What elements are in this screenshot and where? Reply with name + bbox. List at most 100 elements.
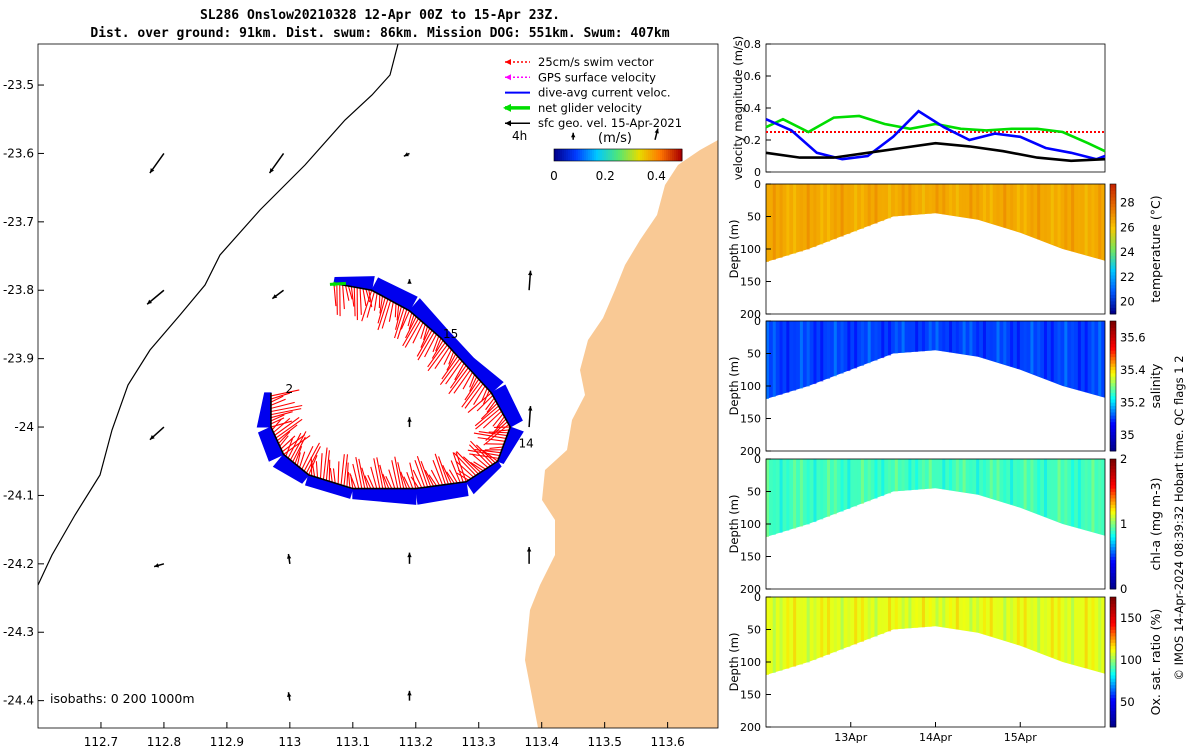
swim-vector xyxy=(370,466,378,489)
colorbar-cell xyxy=(604,149,607,161)
section-colorbar-cell xyxy=(1110,376,1116,380)
section-colorbar-cell xyxy=(1110,681,1116,686)
section-colorbar-cell xyxy=(1110,232,1116,237)
section-data-column xyxy=(1043,459,1047,517)
swim-vector xyxy=(455,460,474,478)
swim-vector xyxy=(367,474,375,489)
section-data-column xyxy=(942,321,946,352)
section-data-column xyxy=(982,184,986,222)
geostrophic-vector-head xyxy=(154,563,160,568)
section-data-column xyxy=(969,321,973,356)
section-colorbar-tick-label: 35.6 xyxy=(1120,330,1146,344)
map-y-tick-label: -24.4 xyxy=(3,694,34,708)
section-data-column xyxy=(860,459,864,504)
section-data-column xyxy=(1010,459,1014,505)
section-colorbar-cell xyxy=(1110,444,1116,449)
geostrophic-vector-head xyxy=(528,270,533,276)
section-data-column xyxy=(1077,597,1081,667)
swim-vector xyxy=(416,455,429,488)
section-data-column xyxy=(840,597,844,650)
colorbar-cell xyxy=(672,149,675,161)
colorbar-tick-label: 0.2 xyxy=(596,169,615,183)
swim-vector xyxy=(382,473,390,489)
section-colorbar-cell xyxy=(1110,468,1116,473)
section-data-column xyxy=(962,597,966,631)
section-data-column xyxy=(813,597,817,661)
swim-vector xyxy=(281,434,306,453)
colorbar-cell xyxy=(580,149,583,161)
section-data-column xyxy=(1016,321,1020,369)
section-data-column xyxy=(874,184,878,224)
section-data-column xyxy=(840,184,844,237)
swim-vector xyxy=(455,452,467,482)
section-data-column xyxy=(1030,459,1034,512)
swim-vector xyxy=(333,283,337,307)
section-colorbar-cell xyxy=(1110,245,1116,250)
section-data-column xyxy=(867,321,871,364)
section-data-column xyxy=(1016,597,1020,645)
section-data-column xyxy=(888,597,892,632)
section-colorbar-cell xyxy=(1110,184,1116,188)
section-y-tick-label: 200 xyxy=(740,583,761,596)
legend-label: GPS surface velocity xyxy=(538,70,656,84)
colorbar-cell xyxy=(670,149,673,161)
section-data-column xyxy=(1043,184,1047,242)
section-colorbar-cell xyxy=(1110,619,1116,624)
section-y-label: Depth (m) xyxy=(727,495,741,554)
current-band xyxy=(256,276,524,505)
section-data-column xyxy=(827,459,831,517)
section-data-column xyxy=(779,459,783,533)
section-colorbar-cell xyxy=(1110,563,1116,567)
colorbar-cell xyxy=(570,149,573,161)
map-x-tick-label: 113 xyxy=(278,735,301,749)
colorbar-cell xyxy=(576,149,579,161)
section-colorbar-cell xyxy=(1110,603,1116,608)
section-data-column xyxy=(1057,597,1061,661)
colorbar-cell xyxy=(624,149,627,161)
section-x-tick-label: 15Apr xyxy=(1004,731,1038,744)
section-data-column xyxy=(874,597,878,637)
legend-label: dive-avg current veloc. xyxy=(538,86,671,100)
section-data-column xyxy=(793,459,797,529)
legend-arrowhead xyxy=(505,74,511,81)
swim-vector xyxy=(345,285,350,301)
section-data-column xyxy=(786,597,790,669)
section-data-column xyxy=(962,184,966,218)
section-colorbar-cell xyxy=(1110,353,1116,358)
section-y-tick-label: 200 xyxy=(740,445,761,458)
swim-vector xyxy=(270,411,293,419)
swim-vector xyxy=(481,388,488,402)
section-colorbar-cell xyxy=(1110,717,1116,721)
section-data-column xyxy=(982,459,986,497)
velocity-series-line xyxy=(765,114,1106,153)
colorbar-cell xyxy=(606,149,609,161)
swim-vector xyxy=(438,456,449,485)
colorbar-cell xyxy=(618,149,621,161)
swim-vector xyxy=(270,395,284,403)
section-colorbar-cell xyxy=(1110,684,1116,689)
section-colorbar-cell xyxy=(1110,530,1116,535)
section-colorbar-cell xyxy=(1110,268,1116,273)
section-y-tick-label: 100 xyxy=(740,518,761,531)
section-data-column xyxy=(1023,184,1027,235)
section-colorbar-cell xyxy=(1110,278,1116,282)
section-data-column xyxy=(921,459,925,490)
colorbar-cell xyxy=(598,149,601,161)
swim-vector xyxy=(412,322,424,344)
velocity-y-tick-label: 0.8 xyxy=(744,38,762,51)
colorbar-cell xyxy=(574,149,577,161)
section-data-column xyxy=(779,184,783,258)
section-colorbar-cell xyxy=(1110,307,1116,312)
swim-vector xyxy=(492,418,507,434)
colorbar-cell xyxy=(676,149,679,161)
track-day-label: 15 xyxy=(443,327,458,341)
section-data-column xyxy=(915,459,919,490)
section-colorbar-cell xyxy=(1110,340,1116,345)
swim-vector xyxy=(464,378,480,401)
swim-vector xyxy=(410,476,420,489)
colorbar-cell xyxy=(616,149,619,161)
colorbar-cell xyxy=(602,149,605,161)
swim-vector xyxy=(432,460,443,486)
section-data-column xyxy=(860,184,864,229)
swim-vector xyxy=(342,284,345,310)
